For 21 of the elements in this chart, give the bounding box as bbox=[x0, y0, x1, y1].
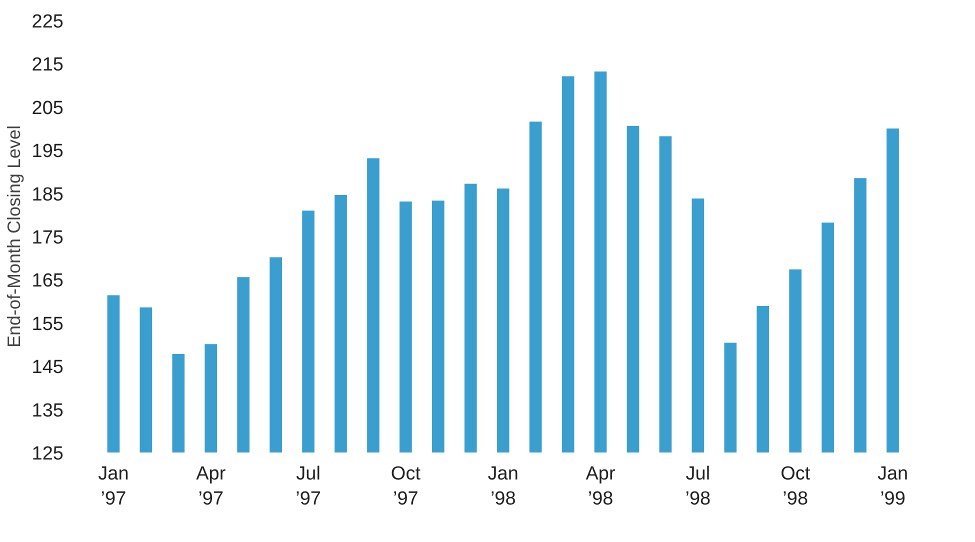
y-tick-label: 135 bbox=[32, 400, 64, 422]
x-tick-label: Jan ’97 bbox=[98, 464, 129, 510]
x-tick-label: Jul ’97 bbox=[296, 464, 321, 510]
y-tick-label: 125 bbox=[32, 444, 64, 464]
x-tick-label: Jul ’98 bbox=[685, 464, 711, 510]
x-tick-label: Jan ’98 bbox=[488, 464, 518, 510]
y-tick-label: 215 bbox=[32, 54, 64, 76]
y-tick-label: 205 bbox=[32, 98, 64, 119]
y-tick-label: 225 bbox=[32, 12, 64, 32]
y-tick-label: 175 bbox=[32, 228, 64, 248]
x-tick-label: Oct ’97 bbox=[390, 464, 422, 510]
x-tick-label: Apr ’97 bbox=[196, 464, 226, 510]
y-tick-label: 145 bbox=[32, 357, 64, 378]
y-axis-title: End-of-Month Closing Level bbox=[4, 125, 24, 348]
y-tick-label: 195 bbox=[32, 141, 64, 162]
y-tick-label: 155 bbox=[32, 314, 64, 335]
y-tick-label: 185 bbox=[32, 184, 64, 206]
x-tick-label: Oct ’98 bbox=[780, 464, 811, 510]
x-tick-label: Jan ’99 bbox=[877, 464, 908, 510]
x-tick-label: Apr ’98 bbox=[586, 464, 616, 510]
y-tick-label: 165 bbox=[32, 270, 64, 292]
